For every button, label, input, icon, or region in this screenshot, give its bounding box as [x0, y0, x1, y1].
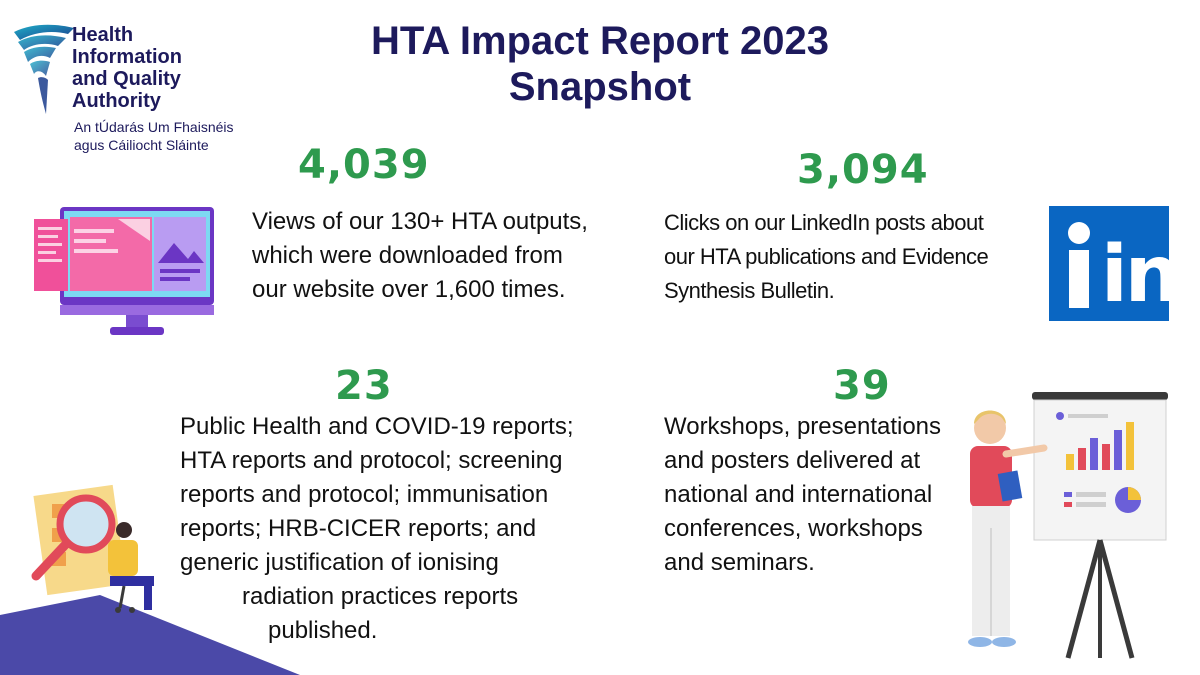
- text-line: Workshops, presentations: [664, 413, 942, 440]
- stat-description-clicks: Clicks on our LinkedIn posts about our H…: [664, 206, 989, 308]
- linkedin-logo-icon: in: [1049, 206, 1180, 321]
- text-line: Clicks on our LinkedIn posts about: [664, 210, 984, 235]
- logo-line: Health: [72, 24, 134, 46]
- title-line-2: Snapshot: [508, 65, 692, 109]
- text-line: Synthesis Bulletin.: [664, 278, 835, 303]
- text-line: and seminars.: [664, 549, 815, 576]
- text-line: Public Health and COVID-19 reports;: [180, 413, 574, 440]
- stat-value-views: 4,039: [298, 142, 430, 188]
- hiqa-logo-icon: [14, 24, 74, 114]
- text-line: our HTA publications and Evidence: [664, 244, 989, 269]
- text-line: Views of our 130+ HTA outputs,: [252, 208, 588, 235]
- page-title: HTA Impact Report 2023 Snapshot: [300, 18, 900, 110]
- logo-line: Authority: [72, 90, 161, 112]
- text-line: national and international: [664, 481, 933, 508]
- logo-irish-line: agus Cáiliocht Sláinte: [74, 137, 209, 153]
- text-line: radiation practices reports: [242, 583, 519, 610]
- text-line: our website over 1,600 times.: [252, 276, 566, 303]
- stat-value-workshops: 39: [833, 363, 891, 409]
- stat-value-reports: 23: [335, 363, 393, 409]
- stat-description-reports: Public Health and COVID-19 reports; HTA …: [180, 410, 574, 648]
- research-magnifier-illustration: [0, 484, 300, 675]
- text-line: reports; HRB-CICER reports; and: [180, 515, 537, 542]
- presenter-chart-illustration: [968, 392, 1168, 659]
- title-line-1: HTA Impact Report 2023: [371, 19, 829, 63]
- stat-description-workshops: Workshops, presentations and posters del…: [664, 410, 941, 580]
- logo-wordmark: Health Information and Quality Authority: [72, 24, 182, 112]
- text-line: which were downloaded from: [252, 242, 563, 269]
- text-line: HTA reports and protocol; screening: [180, 447, 563, 474]
- stat-value-clicks: 3,094: [797, 147, 929, 193]
- text-line: published.: [268, 617, 378, 644]
- text-line: conferences, workshops: [664, 515, 923, 542]
- text-line: generic justification of ionising: [180, 549, 499, 576]
- logo-irish-line: An tÚdarás Um Fhaisnéis: [74, 119, 234, 135]
- linkedin-bar: [1069, 250, 1089, 308]
- linkedin-dot: [1068, 222, 1090, 244]
- logo-line: and Quality: [72, 68, 181, 90]
- computer-monitor-icon: [34, 207, 214, 335]
- logo-line: Information: [72, 46, 182, 68]
- text-line: and posters delivered at: [664, 447, 921, 474]
- logo-irish-text: An tÚdarás Um Fhaisnéis agus Cáiliocht S…: [74, 118, 234, 154]
- linkedin-letters: in: [1101, 230, 1180, 320]
- text-line: reports and protocol; immunisation: [180, 481, 549, 508]
- stat-description-views: Views of our 130+ HTA outputs, which wer…: [252, 205, 588, 307]
